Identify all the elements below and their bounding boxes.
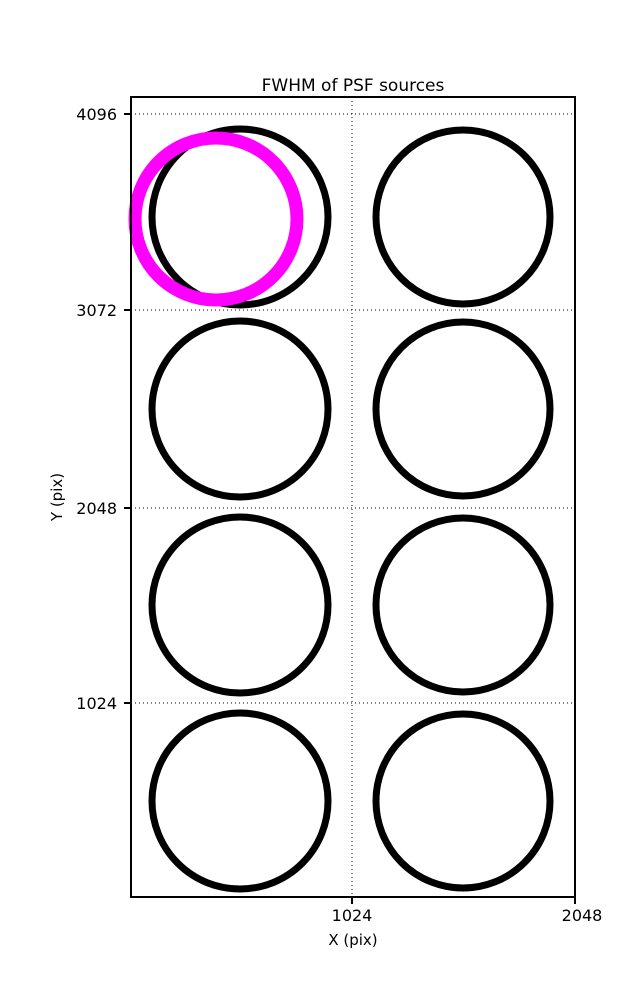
series-psf-sources [148, 125, 554, 893]
x-axis-label: X (pix) [328, 931, 377, 949]
ytick-label-4096: 4096 [76, 105, 117, 124]
data-point-marker [372, 710, 554, 892]
highlighted-point-marker [128, 131, 304, 307]
ytick-label-2048: 2048 [76, 499, 117, 518]
data-point-marker [148, 317, 332, 501]
data-point-marker [372, 514, 554, 696]
xtick-label-2048: 2048 [562, 906, 603, 925]
data-point-marker [372, 318, 554, 500]
data-point-marker [148, 709, 332, 893]
data-point-marker [148, 125, 332, 309]
series-highlighted-source [128, 131, 304, 307]
ytick-label-3072: 3072 [76, 301, 117, 320]
page-title: FWHM of PSF sources [262, 76, 445, 96]
data-point-marker [372, 126, 554, 308]
data-point-marker [148, 513, 332, 697]
ytick-label-1024: 1024 [76, 694, 117, 713]
xtick-label-1024: 1024 [332, 906, 373, 925]
y-axis-label: Y (pix) [48, 473, 66, 522]
plot-area-background [131, 97, 575, 897]
